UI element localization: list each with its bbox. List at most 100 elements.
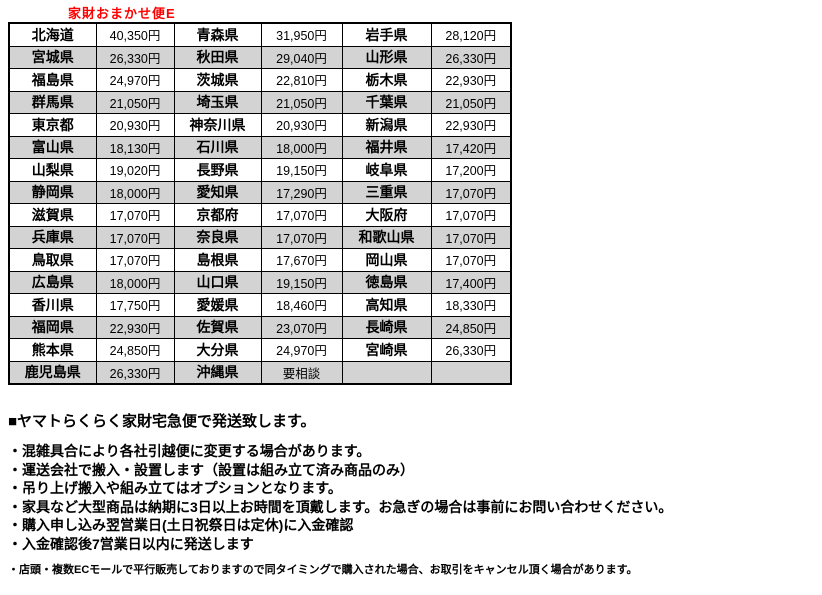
prefecture-cell: 群馬県 [8, 90, 97, 114]
price-cell: 17,670円 [260, 248, 343, 272]
notes-bullet: ・混雑具合により各社引越便に変更する場合があります。 [8, 443, 371, 459]
price-cell: 19,150円 [260, 158, 343, 182]
notes-bullet: ・家具など大型商品は納期に3日以上お時間を頂戴します。お急ぎの場合は事前にお問い… [8, 498, 673, 515]
price-cell: 18,000円 [95, 180, 175, 204]
prefecture-cell: 宮崎県 [341, 338, 432, 362]
price-cell: 24,970円 [260, 338, 343, 362]
price-cell: 17,070円 [430, 248, 512, 272]
notes-bullet: ・運送会社で搬入・設置します（設置は組み立て済み商品のみ） [8, 461, 414, 478]
price-cell: 40,350円 [95, 22, 175, 47]
prefecture-cell: 福岡県 [8, 315, 97, 339]
price-cell: 29,040円 [260, 45, 343, 69]
table-row: 香川県 17,750円 愛媛県 18,460円 高知県 18,330円 [8, 293, 512, 317]
prefecture-cell: 京都府 [173, 203, 262, 227]
price-cell: 18,130円 [95, 135, 175, 159]
price-cell: 20,930円 [95, 113, 175, 137]
table-row: 宮城県 26,330円 秋田県 29,040円 山形県 26,330円 [8, 45, 512, 69]
price-cell: 22,810円 [260, 68, 343, 92]
price-cell: 24,970円 [95, 68, 175, 92]
prefecture-cell: 山口県 [173, 270, 262, 294]
price-cell: 17,750円 [95, 293, 175, 317]
shipping-fee-table: 北海道 40,350円 青森県 31,950円 岩手県 28,120円 宮城県 26,330円… [8, 22, 512, 385]
price-cell: 17,070円 [430, 180, 512, 204]
price-cell: 17,070円 [95, 203, 175, 227]
prefecture-cell: 富山県 [8, 135, 97, 159]
prefecture-cell: 徳島県 [341, 270, 432, 294]
price-cell: 18,000円 [260, 135, 343, 159]
table-row: 山梨県 19,020円 長野県 19,150円 岐阜県 17,200円 [8, 158, 512, 182]
shipping-service-title: 家財おまかせ便E [68, 6, 176, 21]
prefecture-cell: 大分県 [173, 338, 262, 362]
prefecture-cell: 栃木県 [341, 68, 432, 92]
price-cell: 17,070円 [430, 225, 512, 249]
table-row: 福島県 24,970円 茨城県 22,810円 栃木県 22,930円 [8, 68, 512, 92]
price-cell: 22,930円 [95, 315, 175, 339]
prefecture-cell: 福島県 [8, 68, 97, 92]
price-cell: 22,930円 [430, 68, 512, 92]
prefecture-cell: 新潟県 [341, 113, 432, 137]
notes-footnote: ・店頭・複数ECモールで平行販売しておりますので同タイミングで購入された場合、お… [8, 564, 638, 576]
prefecture-cell: 大阪府 [341, 203, 432, 227]
table-row: 東京都 20,930円 神奈川県 20,930円 新潟県 22,930円 [8, 113, 512, 137]
prefecture-cell: 福井県 [341, 135, 432, 159]
price-cell: 21,050円 [430, 90, 512, 114]
prefecture-cell: 愛媛県 [173, 293, 262, 317]
prefecture-cell: 長野県 [173, 158, 262, 182]
prefecture-cell: 神奈川県 [173, 113, 262, 137]
prefecture-cell: 鹿児島県 [8, 360, 97, 385]
price-cell: 31,950円 [260, 22, 343, 47]
price-cell: 19,020円 [95, 158, 175, 182]
notes-bullet: ・購入申し込み翌営業日(土日祝祭日は定休)に入金確認 [8, 517, 354, 533]
price-cell: 18,460円 [260, 293, 343, 317]
prefecture-cell: 千葉県 [341, 90, 432, 114]
prefecture-cell: 長崎県 [341, 315, 432, 339]
table-row: 静岡県 18,000円 愛知県 17,290円 三重県 17,070円 [8, 180, 512, 204]
price-cell: 17,400円 [430, 270, 512, 294]
prefecture-cell: 熊本県 [8, 338, 97, 362]
price-cell: 23,070円 [260, 315, 343, 339]
price-cell: 17,290円 [260, 180, 343, 204]
price-cell: 22,930円 [430, 113, 512, 137]
prefecture-cell: 香川県 [8, 293, 97, 317]
price-cell: 24,850円 [430, 315, 512, 339]
table-row: 鹿児島県 26,330円 沖縄県 要相談 [8, 360, 512, 385]
notes-section: ■ヤマトらくらく家財宅急便で発送致します。 ・混雑具合により各社引越便に変更する… [8, 410, 672, 577]
price-cell: 26,330円 [95, 45, 175, 69]
price-cell: 17,070円 [95, 225, 175, 249]
prefecture-cell: 青森県 [173, 22, 262, 47]
prefecture-cell: 兵庫県 [8, 225, 97, 249]
prefecture-cell [341, 360, 432, 385]
notes-bullet-list: ・混雑具合により各社引越便に変更する場合があります。・運送会社で搬入・設置します… [8, 442, 672, 553]
table-row: 兵庫県 17,070円 奈良県 17,070円 和歌山県 17,070円 [8, 225, 512, 249]
prefecture-cell: 奈良県 [173, 225, 262, 249]
price-cell: 26,330円 [430, 45, 512, 69]
price-cell: 20,930円 [260, 113, 343, 137]
price-cell: 26,330円 [430, 338, 512, 362]
prefecture-cell: 島根県 [173, 248, 262, 272]
prefecture-cell: 岡山県 [341, 248, 432, 272]
prefecture-cell: 静岡県 [8, 180, 97, 204]
prefecture-cell: 鳥取県 [8, 248, 97, 272]
prefecture-cell: 北海道 [8, 22, 97, 47]
prefecture-cell: 茨城県 [173, 68, 262, 92]
price-cell: 17,420円 [430, 135, 512, 159]
prefecture-cell: 石川県 [173, 135, 262, 159]
price-cell: 26,330円 [95, 360, 175, 385]
table-row: 富山県 18,130円 石川県 18,000円 福井県 17,420円 [8, 135, 512, 159]
price-cell: 17,070円 [430, 203, 512, 227]
price-cell: 17,070円 [260, 225, 343, 249]
price-cell: 18,000円 [95, 270, 175, 294]
price-cell: 17,070円 [95, 248, 175, 272]
price-cell: 21,050円 [95, 90, 175, 114]
notes-heading: ■ヤマトらくらく家財宅急便で発送致します。 [8, 413, 316, 430]
prefecture-cell: 山形県 [341, 45, 432, 69]
notes-bullet: ・吊り上げ搬入や組み立てはオプションとなります。 [8, 480, 342, 496]
table-row: 滋賀県 17,070円 京都府 17,070円 大阪府 17,070円 [8, 203, 512, 227]
prefecture-cell: 山梨県 [8, 158, 97, 182]
prefecture-cell: 佐賀県 [173, 315, 262, 339]
prefecture-cell: 愛知県 [173, 180, 262, 204]
prefecture-cell: 広島県 [8, 270, 97, 294]
prefecture-cell: 滋賀県 [8, 203, 97, 227]
price-cell: 21,050円 [260, 90, 343, 114]
